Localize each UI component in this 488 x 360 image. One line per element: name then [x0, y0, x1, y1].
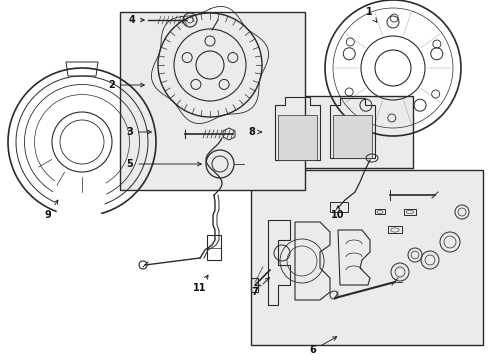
Text: 5: 5: [126, 159, 201, 169]
Text: 10: 10: [330, 206, 344, 220]
Bar: [120, 12, 305, 190]
Text: 1: 1: [365, 7, 376, 22]
Text: 11: 11: [193, 275, 207, 293]
Bar: [387, 226, 401, 233]
Text: 7: 7: [251, 278, 269, 297]
Text: 2: 2: [108, 80, 144, 90]
Text: 8: 8: [248, 127, 261, 137]
Text: 3: 3: [126, 127, 151, 137]
Bar: [374, 209, 384, 214]
Bar: [264, 96, 412, 168]
Bar: [206, 235, 221, 260]
Text: 4: 4: [128, 15, 144, 25]
Text: 9: 9: [44, 200, 58, 220]
Bar: [332, 115, 371, 158]
Bar: [278, 115, 316, 160]
Bar: [403, 209, 415, 215]
Text: 6: 6: [309, 337, 336, 355]
Bar: [250, 170, 482, 345]
Bar: [329, 202, 347, 212]
